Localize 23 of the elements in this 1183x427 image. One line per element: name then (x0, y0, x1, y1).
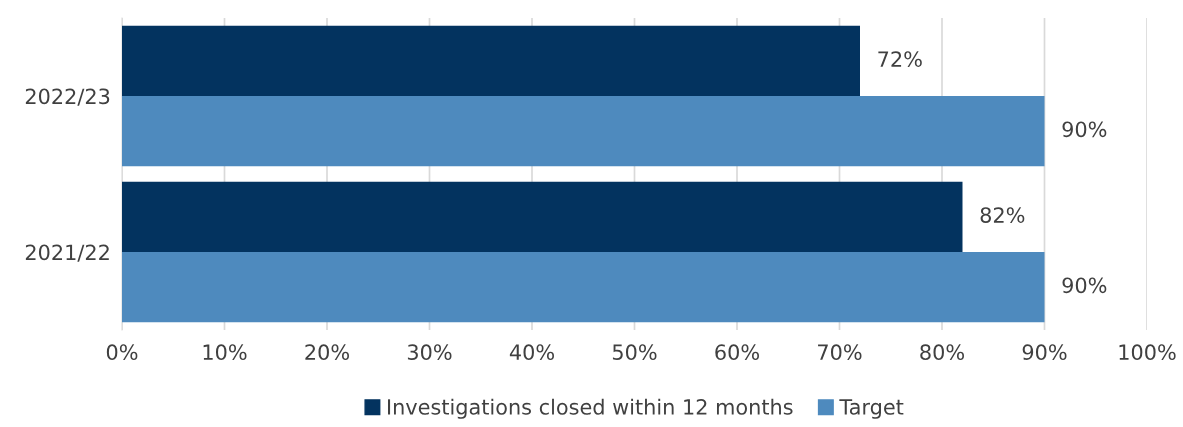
data-label: 90% (1062, 121, 1107, 138)
bar (122, 25, 860, 96)
y-tick-label: 2021/22 (25, 244, 109, 262)
bar (122, 181, 963, 252)
x-tick-label: 90% (1022, 344, 1067, 361)
x-tick-label: 80% (920, 344, 964, 361)
x-tick-label: 10% (203, 344, 247, 361)
bar (122, 96, 1045, 167)
x-tick-label: 70% (818, 344, 862, 361)
legend-label: Target (839, 399, 904, 419)
x-tick-label: 40% (509, 344, 554, 361)
x-tick-label: 60% (715, 344, 759, 361)
x-tick-label: 50% (612, 344, 657, 361)
x-tick-label: 100% (1119, 344, 1176, 361)
bar (122, 252, 1045, 323)
legend-label: Investigations closed within 12 months (388, 398, 793, 419)
x-tick-label: 20% (305, 344, 349, 361)
x-tick-label: 0% (106, 344, 138, 361)
y-tick-label: 2022/23 (25, 88, 110, 106)
data-label: 82% (980, 207, 1025, 223)
x-tick-label: 30% (407, 344, 452, 361)
data-label: 72% (878, 51, 922, 67)
data-label: 90% (1062, 277, 1107, 294)
